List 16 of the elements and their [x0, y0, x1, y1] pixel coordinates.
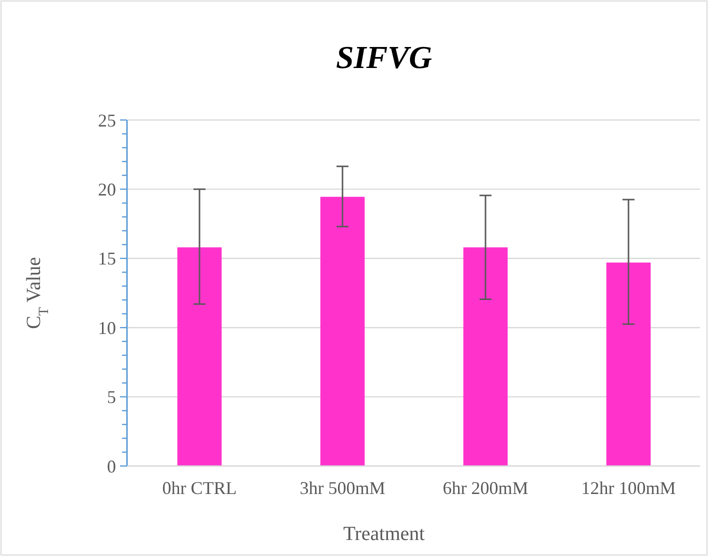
bar — [463, 247, 508, 466]
x-tick-label: 12hr 100mM — [581, 478, 676, 498]
y-tick-label: 15 — [98, 248, 116, 269]
x-tick-label: 0hr CTRL — [162, 478, 237, 498]
y-tick-label: 10 — [98, 318, 116, 338]
x-tick-label: 3hr 500mM — [300, 478, 386, 498]
chart-title: SIFVG — [336, 39, 432, 75]
x-tick-label: 6hr 200mM — [442, 478, 528, 498]
y-tick-label: 0 — [107, 456, 116, 476]
bar — [177, 247, 222, 466]
y-tick-label: 5 — [107, 387, 116, 408]
x-axis-title: Treatment — [343, 523, 426, 545]
y-tick-label: 20 — [98, 180, 116, 200]
y-tick-label: 25 — [98, 110, 116, 130]
bar — [606, 262, 651, 466]
bar — [320, 196, 365, 466]
